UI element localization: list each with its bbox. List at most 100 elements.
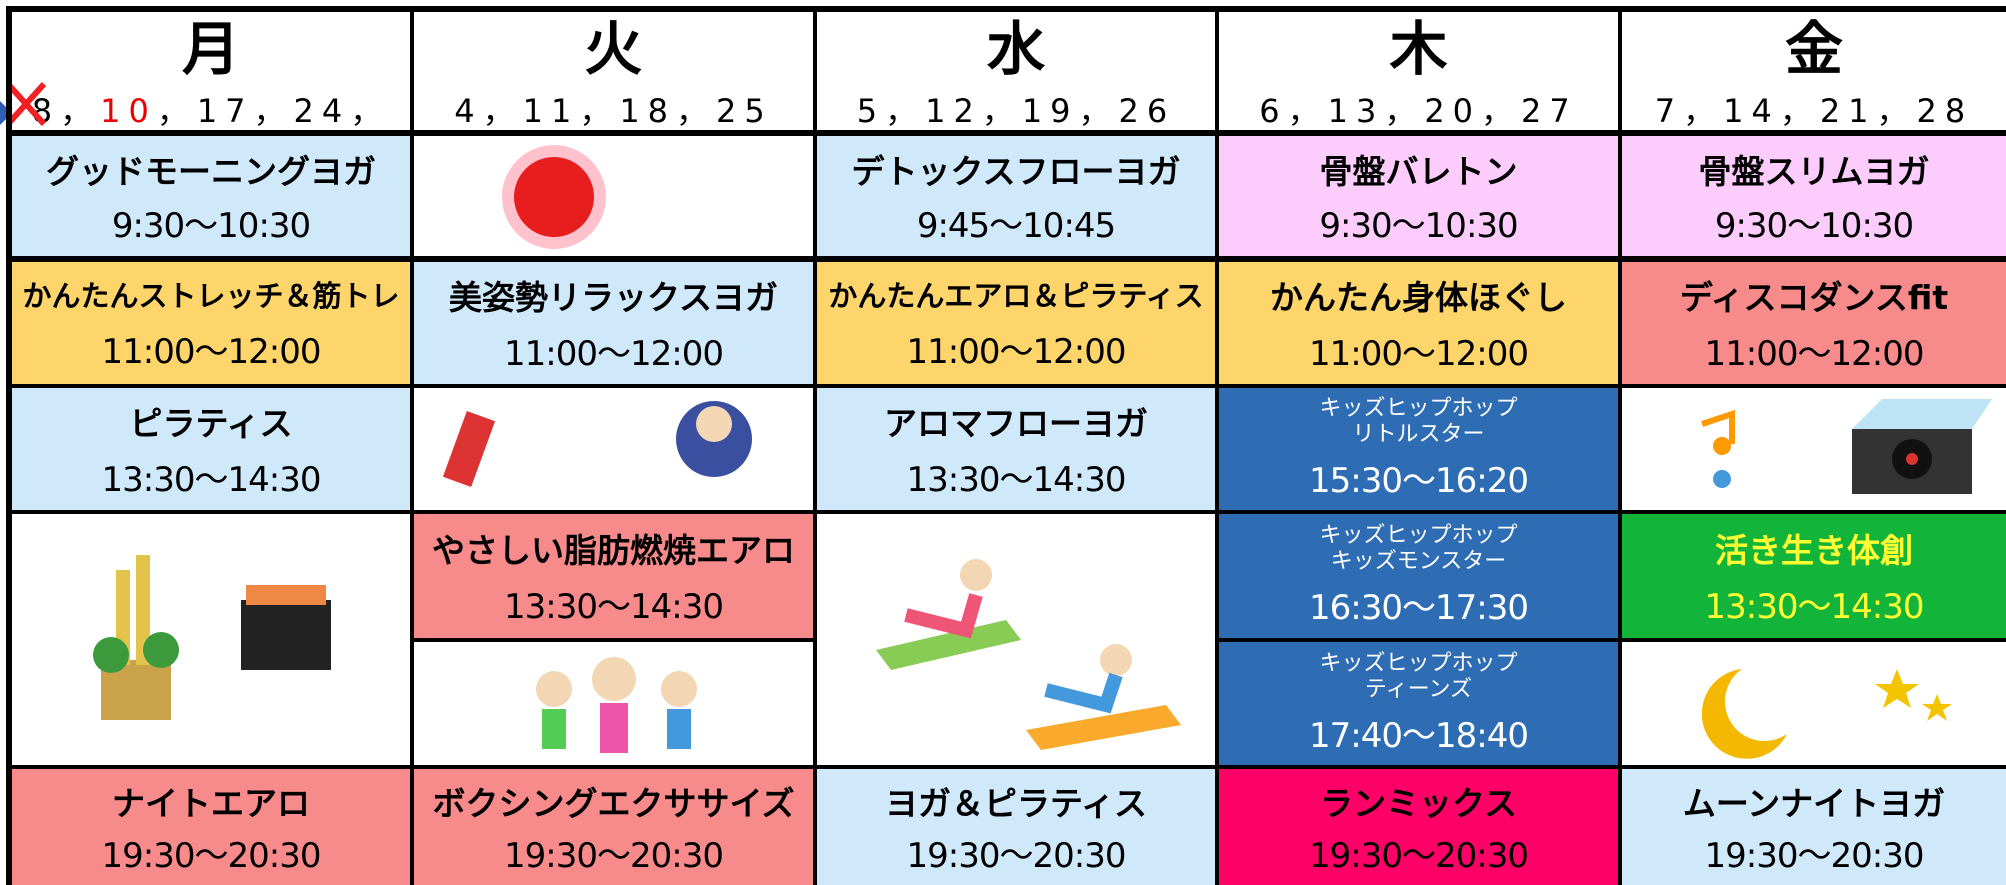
class-title: キッズヒップホップ キッズモンスター bbox=[1319, 523, 1517, 575]
class-time: 19:30〜20:30 bbox=[504, 836, 724, 877]
class-cell: アロマフローヨガ 13:30〜14:30 bbox=[817, 388, 1215, 510]
day-header: 火 4，11，18，25 bbox=[414, 12, 813, 130]
class-name: ムーンナイトヨガ bbox=[1682, 783, 1946, 823]
day-header: 木 6，13，20，27 bbox=[1219, 12, 1618, 130]
illustration-cell bbox=[414, 388, 813, 510]
class-time: 13:30〜14:30 bbox=[1704, 587, 1925, 628]
dates: 7，14，21，28 bbox=[1654, 92, 1974, 130]
class-time: 13:30〜14:30 bbox=[101, 459, 322, 500]
dates: 6，13，20，27 bbox=[1259, 92, 1578, 130]
day: 木 bbox=[1389, 15, 1448, 83]
class-time: 19:30〜20:30 bbox=[1704, 836, 1925, 877]
class-name: かんたんストレッチ＆筋トレ bbox=[22, 278, 400, 313]
illustration-cell bbox=[414, 642, 813, 765]
class-time: 9:30〜10:30 bbox=[1319, 206, 1518, 247]
class-time: 9:45〜10:45 bbox=[916, 206, 1116, 247]
class-name: かんたん身体ほぐし bbox=[1270, 278, 1567, 318]
class-subname: リトルスター bbox=[1352, 422, 1485, 448]
illustration-cell bbox=[12, 514, 410, 765]
day-header: 金 7，14，21，28 bbox=[1622, 12, 2006, 130]
day: 金 bbox=[1784, 15, 1843, 83]
class-name: 活き生き体創 bbox=[1715, 530, 1913, 570]
date: 10 bbox=[100, 92, 157, 130]
class-cell: 活き生き体創 13:30〜14:30 bbox=[1622, 514, 2006, 638]
class-subname: キッズモンスター bbox=[1330, 548, 1507, 574]
class-time: 11:00〜12:00 bbox=[1704, 333, 1925, 374]
schedule: 月 8，10，17，24，31 火4，11，18，25 水5，12，19，26 … bbox=[6, 6, 2006, 885]
class-time: 19:30〜20:30 bbox=[906, 836, 1127, 877]
class-name: ピラティス bbox=[129, 404, 293, 444]
class-time: 9:30〜10:30 bbox=[111, 206, 311, 247]
moon-illustration bbox=[1701, 668, 1952, 759]
class-time: 19:30〜20:30 bbox=[1309, 836, 1529, 877]
class-cell: ボクシングエクササイズ 19:30〜20:30 bbox=[414, 769, 813, 885]
class-time: 19:30〜20:30 bbox=[101, 836, 322, 877]
day-header: 水 5，12，19，26 bbox=[817, 12, 1215, 130]
day: 火 bbox=[584, 15, 643, 83]
class-cell: グッドモーニングヨガ 9:30〜10:30 bbox=[12, 136, 410, 256]
sun-illustration bbox=[502, 145, 606, 249]
class-time: 9:30〜10:30 bbox=[1714, 206, 1914, 247]
class-name: ナイトエアロ bbox=[112, 783, 310, 823]
illustration-cell bbox=[1622, 388, 2006, 510]
class-name: やさしい脂肪燃焼エアロ bbox=[432, 530, 795, 570]
class-cell: かんたんエアロ＆ピラティス 11:00〜12:00 bbox=[817, 262, 1215, 384]
class-title: キッズヒップホップ ティーンズ bbox=[1319, 651, 1517, 703]
day: 月 bbox=[181, 15, 240, 83]
illustration-cell bbox=[414, 136, 813, 256]
class-time: 11:00〜12:00 bbox=[504, 333, 724, 374]
class-cell: ムーンナイトヨガ 19:30〜20:30 bbox=[1622, 769, 2006, 885]
music-illustration bbox=[1701, 399, 1992, 494]
dates: 8，10，17，24，31 bbox=[12, 81, 410, 130]
class-name: キッズヒップホップ bbox=[1319, 396, 1518, 422]
class-title: キッズヒップホップ リトルスター bbox=[1319, 396, 1517, 448]
class-cell: 美姿勢リラックスヨガ 11:00〜12:00 bbox=[414, 262, 813, 384]
class-cell: デトックスフローヨガ 9:45〜10:45 bbox=[817, 136, 1215, 256]
class-name: かんたんエアロ＆ピラティス bbox=[828, 278, 1204, 313]
class-name: グッドモーニングヨガ bbox=[46, 151, 376, 191]
class-cell: やさしい脂肪燃焼エアロ 13:30〜14:30 bbox=[414, 514, 813, 638]
illustration-cell bbox=[1622, 642, 2006, 765]
class-name: キッズヒップホップ bbox=[1319, 650, 1518, 676]
class-name: 骨盤バレトン bbox=[1319, 151, 1518, 191]
class-name: ヨガ＆ピラティス bbox=[884, 783, 1148, 823]
date: ，17，24，31 bbox=[156, 92, 391, 130]
class-cell: キッズヒップホップ リトルスター 15:30〜16:20 bbox=[1219, 388, 1618, 510]
kadomatsu-illustration bbox=[93, 554, 331, 720]
yoga-illustration bbox=[876, 559, 1181, 750]
class-cell: かんたん身体ほぐし 11:00〜12:00 bbox=[1219, 262, 1618, 384]
class-time: 11:00〜12:00 bbox=[101, 332, 322, 373]
class-name: アロマフローヨガ bbox=[884, 404, 1148, 444]
class-time: 15:30〜16:20 bbox=[1309, 460, 1529, 501]
dates: 5，12，19，26 bbox=[856, 92, 1176, 130]
illustration-cell bbox=[817, 514, 1215, 765]
class-cell: ナイトエアロ 19:30〜20:30 bbox=[12, 769, 410, 885]
cross bbox=[12, 81, 47, 127]
class-name: 骨盤スリムヨガ bbox=[1698, 151, 1930, 191]
class-cell: ランミックス 19:30〜20:30 bbox=[1219, 769, 1618, 885]
class-cell: ヨガ＆ピラティス 19:30〜20:30 bbox=[817, 769, 1215, 885]
class-cell: かんたんストレッチ＆筋トレ 11:00〜12:00 bbox=[12, 262, 410, 384]
class-time: 17:40〜18:40 bbox=[1309, 715, 1529, 756]
class-time: 11:00〜12:00 bbox=[906, 332, 1127, 373]
class-time: 13:30〜14:30 bbox=[906, 459, 1127, 500]
day: 水 bbox=[986, 15, 1045, 83]
day-header: 月 8，10，17，24，31 bbox=[12, 12, 410, 130]
class-time: 13:30〜14:30 bbox=[504, 587, 724, 628]
class-cell: 骨盤スリムヨガ 9:30〜10:30 bbox=[1622, 136, 2006, 256]
class-name: ボクシングエクササイズ bbox=[432, 783, 795, 823]
dance-illustration bbox=[535, 656, 697, 753]
newyear-illustration bbox=[442, 401, 752, 488]
class-name: デトックスフローヨガ bbox=[851, 151, 1181, 191]
class-time: 16:30〜17:30 bbox=[1309, 588, 1529, 629]
class-cell: キッズヒップホップ キッズモンスター 16:30〜17:30 bbox=[1219, 514, 1618, 638]
date: 8 bbox=[31, 92, 61, 130]
class-subname: ティーンズ bbox=[1364, 676, 1473, 702]
class-cell: 骨盤バレトン 9:30〜10:30 bbox=[1219, 136, 1618, 256]
class-name: 美姿勢リラックスヨガ bbox=[448, 278, 778, 318]
dates: 4，11，18，25 bbox=[454, 92, 773, 130]
class-name: ランミックス bbox=[1319, 783, 1517, 823]
class-name: キッズヒップホップ bbox=[1319, 522, 1518, 548]
class-name: ディスコダンスfit bbox=[1679, 278, 1949, 318]
